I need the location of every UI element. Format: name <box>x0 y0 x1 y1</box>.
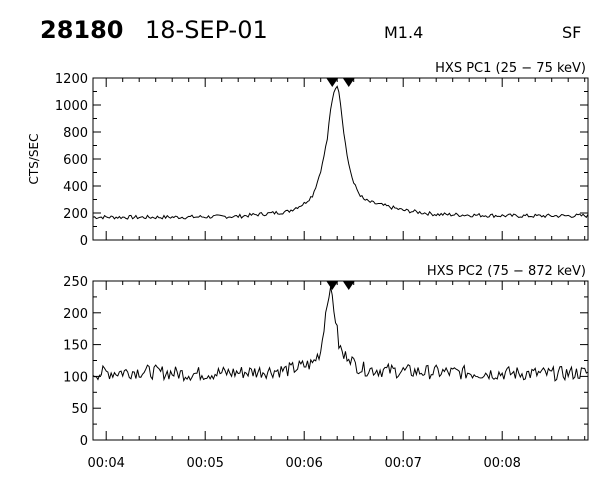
series-line <box>92 85 589 220</box>
y-tick-label: 600 <box>63 153 88 168</box>
x-tick-label: 00:07 <box>384 456 421 471</box>
x-tick-label: 00:08 <box>483 456 520 471</box>
y-tick-label: 200 <box>63 207 88 222</box>
y-tick-label: 0 <box>80 434 88 449</box>
y-tick-label: 400 <box>63 180 88 195</box>
y-tick-label: 200 <box>63 307 88 322</box>
y-tick-label: 100 <box>63 370 88 385</box>
panel-pc1: 0 200 400 600 800 1000 1200 HXS PC1 (25 − 75 ke… <box>27 61 589 249</box>
y-tick-label: 250 <box>63 275 88 290</box>
goes-class: M1.4 <box>384 23 423 42</box>
y-axis-label: CTS/SEC <box>27 134 41 185</box>
series-line <box>92 286 589 383</box>
plot-frame <box>92 280 589 441</box>
time-marker <box>342 78 355 87</box>
x-tick-label: 00:05 <box>186 456 223 471</box>
y-tick-label: 1000 <box>55 99 88 114</box>
y-tick-label: 50 <box>71 402 88 417</box>
time-marker <box>326 281 339 290</box>
time-marker <box>342 281 355 290</box>
y-tick-label: 800 <box>63 126 88 141</box>
flare-flag: SF <box>562 23 581 42</box>
panel-pc2: 0 50 100 150 200 250 00:04 00:05 00:06 00:07 00:08… <box>63 264 589 471</box>
x-tick-label: 00:04 <box>87 456 124 471</box>
event-date: 18-SEP-01 <box>145 16 268 44</box>
time-marker <box>326 78 339 87</box>
y-tick-label: 150 <box>63 339 88 354</box>
y-tick-label: 0 <box>80 234 88 249</box>
panel-title: HXS PC2 (75 − 872 keV) <box>427 264 586 279</box>
y-tick-label: 1200 <box>55 72 88 87</box>
panel-title: HXS PC1 (25 − 75 keV) <box>435 61 586 76</box>
x-tick-label: 00:06 <box>285 456 322 471</box>
event-id: 28180 <box>40 16 124 44</box>
